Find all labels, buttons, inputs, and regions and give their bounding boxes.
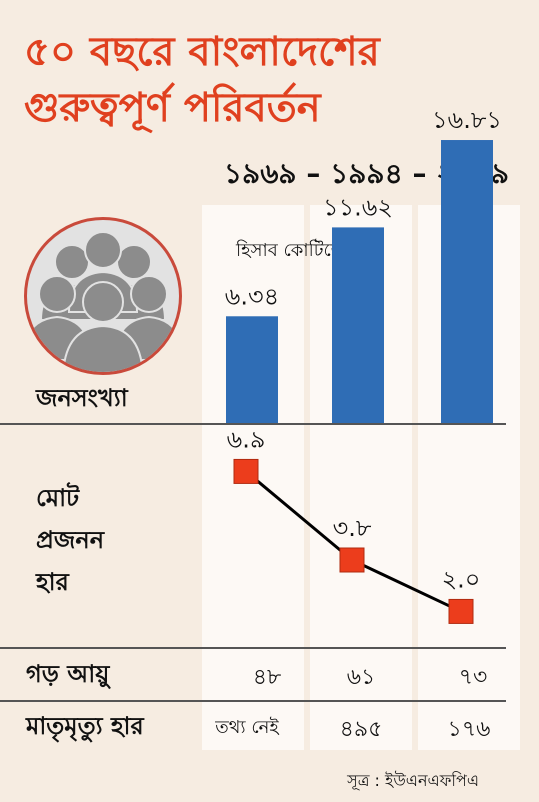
maternal-mortality-value-1994: ৪৯৫ (339, 717, 383, 742)
divider-fertility (0, 647, 506, 649)
population-bar-value-label: ১১.৬২ (323, 193, 393, 221)
population-bar (226, 316, 278, 423)
population-label: জনসংখ্যা (36, 384, 128, 412)
population-bar-value-label: ১৬.৮১ (432, 106, 502, 134)
divider-life-expectancy (0, 700, 506, 702)
divider-population (0, 423, 506, 425)
fertility-point (448, 598, 474, 624)
population-bar (441, 140, 493, 423)
fertility-value-label: ৬.৯ (227, 425, 266, 453)
population-bar (332, 227, 384, 423)
fertility-label-line-1: মোট (36, 484, 80, 512)
life-expectancy-value-2019: ৭৩ (458, 665, 488, 690)
fertility-point (233, 458, 259, 484)
maternal-mortality-label: মাতৃমৃত্যু হার (26, 712, 144, 740)
unit-note: হিসাব কোটিতে (236, 240, 345, 261)
population-bar-value-label: ৬.৩৪ (225, 282, 279, 310)
fertility-value-label: ২.০ (442, 565, 481, 593)
people-group-icon (24, 217, 182, 375)
title-line-1: ৫০ বছরে বাংলাদেশের (24, 29, 380, 75)
title-line-2: গুরুত্বপূর্ণ পরিবর্তন (24, 85, 321, 131)
maternal-mortality-value-1969: তথ্য নেই (215, 717, 279, 738)
life-expectancy-value-1969: ৪৮ (252, 665, 282, 690)
fertility-value-label: ৩.৮ (333, 514, 372, 542)
life-expectancy-value-1994: ৬১ (346, 665, 376, 690)
source-note: সূত্র : ইউএনএফপিএ (347, 771, 479, 790)
fertility-point (339, 547, 365, 573)
fertility-label-line-2: প্রজনন (36, 526, 105, 554)
life-expectancy-label: গড় আয়ু (26, 660, 110, 688)
fertility-label-line-3: হার (36, 568, 69, 596)
maternal-mortality-value-2019: ১৭৬ (447, 717, 491, 742)
